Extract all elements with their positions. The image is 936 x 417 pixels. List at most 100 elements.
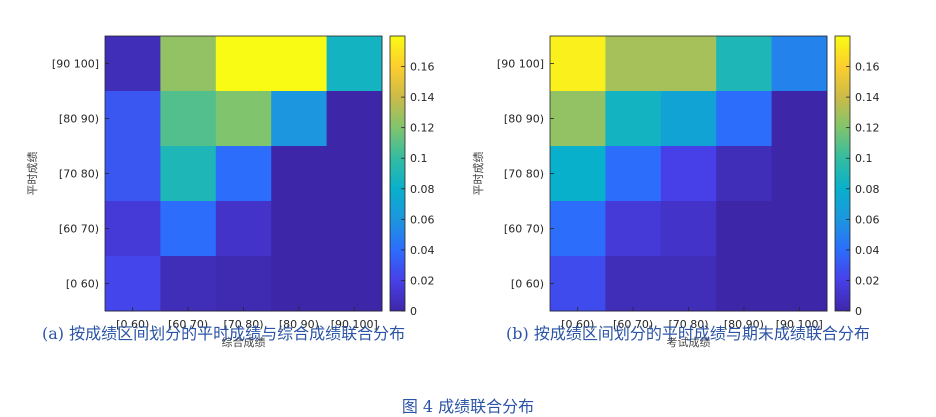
heatmap-cell <box>716 256 773 312</box>
colorbar-tick-label: 0.16 <box>410 61 435 74</box>
heatmap-cell <box>326 201 383 257</box>
heatmap-cell <box>215 91 272 147</box>
y-tick-label: [0 60) <box>511 278 544 291</box>
heatmap-cell <box>605 146 662 202</box>
heatmap-cell <box>716 201 773 257</box>
x-axis-label: 综合成绩 <box>222 335 266 349</box>
heatmap-panel-a: [90 100] [80 90) [70 80) [60 70) [0 60) [0 60… <box>26 35 435 349</box>
x-tick-label: [70 80) <box>668 318 708 331</box>
colorbar-tick-label: 0.02 <box>410 274 435 287</box>
colorbar-tick-label: 0.16 <box>855 61 880 74</box>
heatmap-cell <box>271 36 328 92</box>
heatmap-cell <box>160 91 217 147</box>
heatmap-cell <box>160 256 217 312</box>
heatmap-cell <box>771 91 828 147</box>
heatmap-cell <box>550 146 606 202</box>
heatmap-cell <box>605 256 662 312</box>
y-tick-label: [90 100] <box>52 58 99 71</box>
y-axis-label: 平时成绩 <box>472 152 485 196</box>
heatmap-cell <box>771 256 828 312</box>
heatmap-cell <box>660 256 717 312</box>
x-tick-label: [70 80) <box>223 318 263 331</box>
x-tick-label: [0 60) <box>561 318 594 331</box>
colorbar <box>389 35 406 312</box>
heatmap-cell <box>771 201 828 257</box>
heatmap-cell <box>605 201 662 257</box>
heatmap-cell <box>660 36 717 92</box>
heatmap-cell <box>105 91 161 147</box>
x-axis-label: 考试成绩 <box>667 336 711 349</box>
y-tick-label: [0 60) <box>66 278 99 291</box>
heatmap-cell <box>160 201 217 257</box>
heatmap-cell <box>660 91 717 147</box>
y-tick-label: [80 90) <box>59 113 99 126</box>
heatmap-cell <box>326 256 383 312</box>
y-tick-label: [60 70) <box>59 223 99 236</box>
heatmap-cell <box>160 36 217 92</box>
x-tick-label: [0 60) <box>116 318 149 331</box>
heatmap-cell <box>550 91 606 147</box>
heatmap-cell <box>326 146 383 202</box>
heatmap-cell <box>215 201 272 257</box>
x-tick-label: [60 70) <box>613 318 653 331</box>
colorbar-tick-label: 0.02 <box>855 274 880 287</box>
heatmap-cell <box>271 91 328 147</box>
heatmap-cell <box>271 146 328 202</box>
y-tick-label: [80 90) <box>504 113 544 126</box>
heatmap-cell <box>716 36 773 92</box>
y-tick-label: [70 80) <box>59 168 99 181</box>
caption-a: (a) 按成绩区间划分的平时成绩与综合成绩联合分布 <box>42 324 406 343</box>
heatmap-cell <box>271 201 328 257</box>
heatmap-cell <box>660 146 717 202</box>
heatmap-panel-b: [90 100] [80 90) [70 80) [60 70) [0 60) [0 60… <box>472 35 880 349</box>
colorbar-tick-label: 0.06 <box>410 213 435 226</box>
colorbar-tick-label: 0 <box>855 305 862 318</box>
heatmap-cell <box>716 91 773 147</box>
caption-b: (b) 按成绩区间划分的平时成绩与期末成绩联合分布 <box>506 324 870 343</box>
y-tick-label: [60 70) <box>504 223 544 236</box>
heatmap-cell <box>716 146 773 202</box>
figure-title: 图 4 成绩联合分布 <box>401 397 535 416</box>
heatmap-cell <box>550 256 606 312</box>
heatmap-cell <box>326 36 383 92</box>
colorbar <box>834 35 851 312</box>
heatmap-cell <box>105 36 161 92</box>
colorbar-tick-label: 0.08 <box>410 183 435 196</box>
colorbar-tick-label: 0.06 <box>855 213 880 226</box>
colorbar-tick-label: 0.1 <box>855 152 873 165</box>
heatmap-cell <box>105 146 161 202</box>
heatmap-cell <box>550 201 606 257</box>
heatmap-cell <box>105 201 161 257</box>
y-tick-label: [90 100] <box>497 58 544 71</box>
heatmap-cell <box>326 91 383 147</box>
colorbar-tick-label: 0.14 <box>855 91 880 104</box>
y-tick-label: [70 80) <box>504 168 544 181</box>
x-tick-label: [60 70) <box>168 318 208 331</box>
x-tick-label: [80 90) <box>724 318 764 331</box>
heatmap-cell <box>105 256 161 312</box>
x-tick-label: [90 100] <box>331 318 378 331</box>
heatmap-cell <box>771 36 828 92</box>
colorbar-tick-label: 0.14 <box>410 91 435 104</box>
colorbar-tick-label: 0.04 <box>855 244 880 257</box>
heatmap-cell <box>215 146 272 202</box>
heatmap-cell <box>160 146 217 202</box>
heatmap-cell <box>771 146 828 202</box>
heatmap-cell <box>550 36 606 92</box>
colorbar-tick-label: 0 <box>410 305 417 318</box>
x-tick-label: [80 90) <box>279 318 319 331</box>
x-tick-label: [90 100] <box>776 318 823 331</box>
heatmap-cell <box>605 36 662 92</box>
colorbar-tick-label: 0.1 <box>410 152 428 165</box>
heatmap-cell <box>660 201 717 257</box>
colorbar-tick-label: 0.04 <box>410 244 435 257</box>
heatmap-cell <box>271 256 328 312</box>
heatmap-cell <box>215 256 272 312</box>
colorbar-tick-label: 0.08 <box>855 183 880 196</box>
heatmap-cell <box>605 91 662 147</box>
colorbar-tick-label: 0.12 <box>410 122 435 135</box>
colorbar-tick-label: 0.12 <box>855 122 880 135</box>
y-axis-label: 平时成绩 <box>26 152 39 196</box>
heatmap-cell <box>215 36 272 92</box>
